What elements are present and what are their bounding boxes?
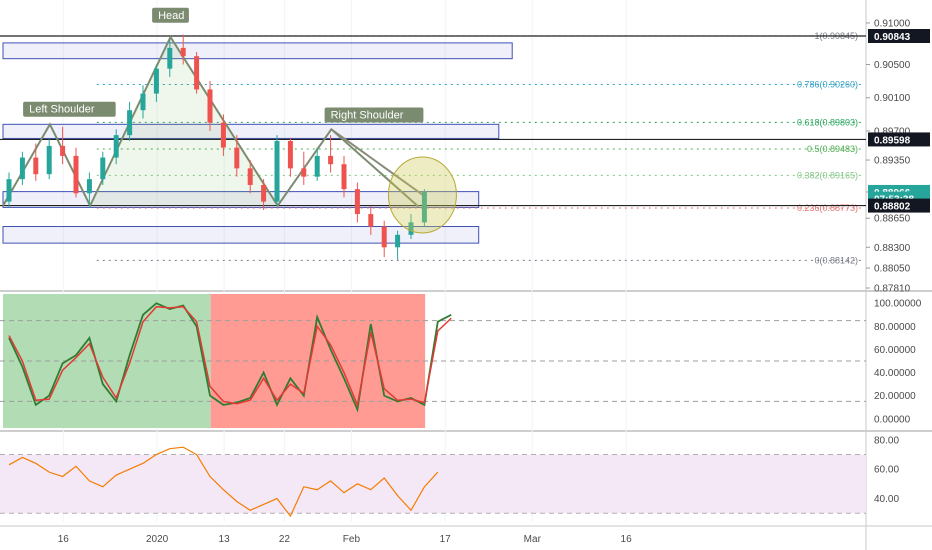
candle-body	[328, 155, 334, 165]
candle-body	[274, 140, 280, 202]
candle-body	[86, 179, 92, 194]
time-tick-label: 16	[621, 534, 633, 545]
rsi-tick-label: 80.00	[874, 435, 899, 446]
candle-body	[301, 168, 307, 177]
price-tick-label: 0.90100	[874, 93, 911, 104]
candle-body	[354, 189, 360, 215]
candle-body	[314, 155, 320, 177]
price-badge	[868, 132, 930, 147]
pattern-label: Left Shoulder	[29, 104, 95, 116]
time-tick-label: Mar	[524, 534, 542, 545]
candle-body	[73, 155, 79, 194]
stoch-tick-label: 60.00000	[874, 345, 916, 356]
price-badge-label: 0.89598	[874, 135, 911, 146]
candle-body	[395, 234, 401, 248]
neckline	[330, 128, 426, 198]
time-tick-label: 17	[440, 534, 452, 545]
stoch-tick-label: 100.00000	[874, 299, 922, 310]
candle-body	[381, 226, 387, 248]
candle-body	[247, 168, 253, 185]
fib-level-label: 0.236(0.88773)	[797, 203, 858, 213]
highlight-ellipse	[387, 156, 457, 234]
stoch-tick-label: 0.00000	[874, 414, 911, 425]
rsi-tick-label: 40.00	[874, 494, 899, 505]
price-tick-label: 0.88050	[874, 264, 911, 275]
rsi-band	[0, 454, 866, 514]
price-badge	[868, 198, 930, 213]
stoch-tick-label: 80.00000	[874, 322, 916, 333]
candle-body	[167, 47, 173, 69]
candle-body	[368, 214, 374, 227]
stoch-d-line	[8, 305, 452, 408]
candle-body	[341, 164, 347, 190]
stoch-tick-label: 20.00000	[874, 391, 916, 402]
candle-body	[127, 110, 133, 136]
zone-box	[2, 123, 500, 139]
pattern-label-box	[324, 107, 424, 123]
fib-level-label: 0(0.88142)	[814, 255, 858, 265]
time-tick-label: Feb	[343, 534, 361, 545]
fib-level-label: 0.382(0.89165)	[797, 170, 858, 180]
candle-body	[19, 157, 25, 180]
fib-level-label: 0.5(0.89483)	[807, 144, 858, 154]
candle-body	[421, 191, 427, 223]
candle-body	[60, 145, 66, 156]
zone-box	[2, 226, 480, 244]
candle-body	[100, 157, 106, 180]
zone-box	[2, 42, 513, 60]
time-tick-label: 22	[279, 534, 291, 545]
candle-body	[33, 157, 39, 175]
candle-body	[180, 47, 186, 57]
price-tick-label: 0.89700	[874, 126, 911, 137]
pattern-label-box	[152, 7, 189, 23]
time-tick-label: 2020	[146, 534, 169, 545]
pattern-label-box	[23, 101, 116, 117]
price-tick-label: 0.88650	[874, 214, 911, 225]
candle-body	[261, 184, 267, 202]
price-tick-label: 0.87810	[874, 284, 911, 295]
candle-body	[6, 179, 12, 202]
price-tick-label: 0.90500	[874, 60, 911, 71]
price-tick-label: 0.88300	[874, 243, 911, 254]
candle-body	[220, 122, 226, 148]
price-badge-label: 0.88802	[874, 202, 911, 213]
pattern-label: Right Shoulder	[331, 110, 404, 122]
rsi-line	[8, 446, 439, 518]
rsi-tick-label: 60.00	[874, 465, 899, 476]
time-tick-label: 13	[219, 534, 231, 545]
candle-body	[194, 56, 200, 90]
price-tick-label: 0.89350	[874, 156, 911, 167]
pattern-label: Head	[158, 10, 184, 22]
time-tick-label: 16	[58, 534, 70, 545]
candle-body	[140, 93, 146, 111]
price-tick-label: 0.91000	[874, 18, 911, 29]
fib-level-label: 0.786(0.90260)	[797, 79, 858, 89]
head-fill	[90, 37, 278, 206]
candle-body	[207, 89, 213, 123]
stoch-shade-band	[3, 294, 211, 428]
price-badge-label: 0.90843	[874, 32, 911, 43]
fib-level-label: 0.618(0.89803)	[797, 117, 858, 127]
candle-body	[153, 68, 159, 94]
candle-body	[113, 135, 119, 158]
candle-body	[408, 222, 414, 235]
candle-body	[287, 140, 293, 169]
price-badge	[868, 29, 930, 43]
candle-body	[234, 147, 240, 169]
candle-body	[46, 145, 52, 175]
stoch-tick-label: 40.00000	[874, 368, 916, 379]
